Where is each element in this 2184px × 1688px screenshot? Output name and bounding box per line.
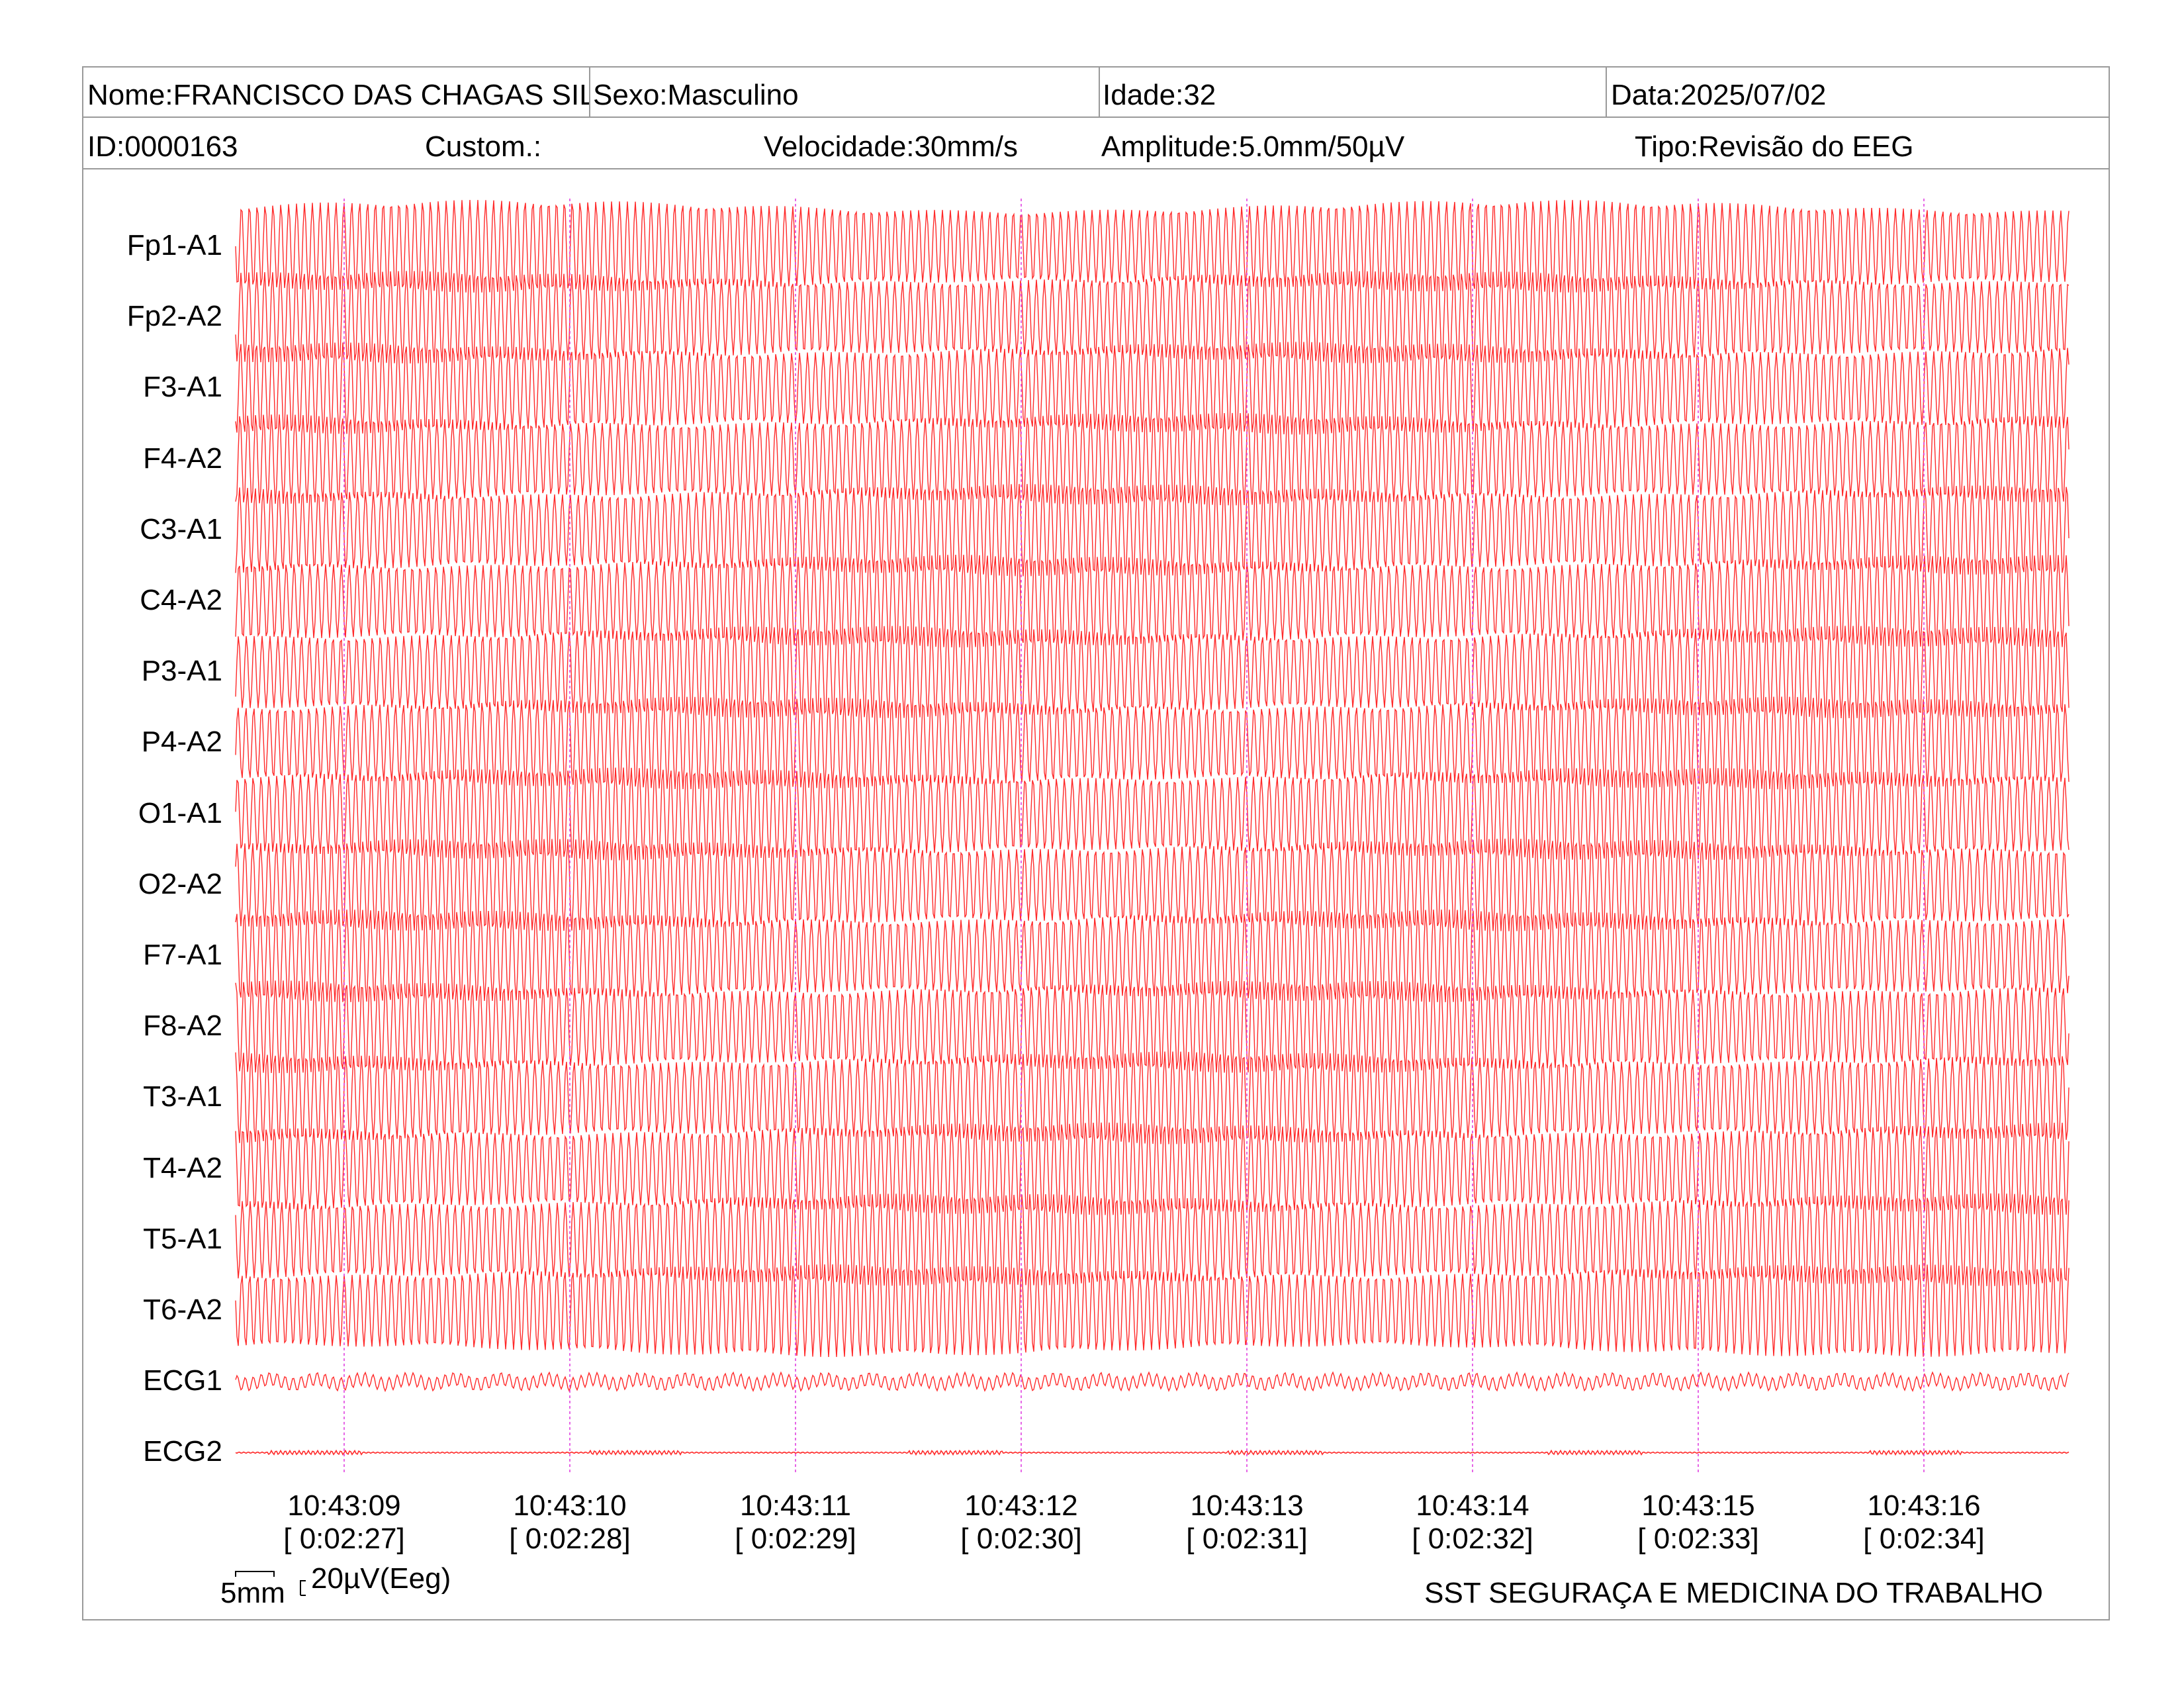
time-mark-clock: 10:43:16: [1867, 1489, 1981, 1522]
time-mark-elapsed: [ 0:02:32]: [1412, 1523, 1533, 1555]
trace-o2-a2: [235, 838, 2070, 931]
channel-label: Fp1-A1: [126, 229, 222, 261]
channel-label: ECG2: [143, 1435, 222, 1468]
time-mark: 10:43:12[ 0:02:30]: [942, 1489, 1101, 1556]
time-mark-clock: 10:43:11: [739, 1489, 851, 1522]
channel-label: Fp2-A2: [126, 300, 222, 333]
channel-label: T5-A1: [143, 1222, 222, 1255]
time-mark-elapsed: [ 0:02:31]: [1186, 1523, 1308, 1555]
custom-field: Custom.:: [425, 130, 542, 163]
time-mark-clock: 10:43:12: [964, 1489, 1078, 1522]
patient-sex: Sexo:Masculino: [589, 66, 1099, 117]
time-mark-elapsed: [ 0:02:28]: [509, 1523, 631, 1555]
recording-speed: Velocidade:30mm/s: [764, 130, 1018, 163]
channel-label: F7-A1: [143, 939, 222, 971]
time-mark-clock: 10:43:10: [513, 1489, 627, 1522]
clinic-footer: SST SEGURAÇA E MEDICINA DO TRABALHO: [1424, 1577, 2043, 1609]
time-mark-elapsed: [ 0:02:27]: [283, 1523, 405, 1555]
channel-label: C3-A1: [140, 512, 222, 545]
trace-f3-a1: [235, 342, 2070, 435]
time-mark-elapsed: [ 0:02:33]: [1637, 1523, 1759, 1555]
scale-bar-icon: [235, 1571, 306, 1596]
time-mark: 10:43:15[ 0:02:33]: [1619, 1489, 1778, 1556]
time-mark-elapsed: [ 0:02:34]: [1863, 1523, 1985, 1555]
trace-t5-a1: [235, 1193, 2070, 1286]
trace-t4-a2: [235, 1122, 2070, 1215]
channel-label: T6-A2: [143, 1293, 222, 1326]
trace-p4-a2: [235, 696, 2070, 790]
header-row-exam: ID:0000163 Custom.: Velocidade:30mm/s Am…: [82, 118, 2110, 169]
trace-ecg2: [235, 1449, 2070, 1456]
channel-label: F4-A2: [143, 442, 222, 475]
time-mark: 10:43:11[ 0:02:29]: [716, 1489, 875, 1556]
header-row-patient: Nome:FRANCISCO DAS CHAGAS SIL Sexo:Mascu…: [82, 66, 2110, 118]
time-mark-elapsed: [ 0:02:30]: [960, 1523, 1082, 1555]
time-mark: 10:43:13[ 0:02:31]: [1167, 1489, 1326, 1556]
channel-label: ECG1: [143, 1364, 222, 1397]
time-mark: 10:43:16[ 0:02:34]: [1844, 1489, 2003, 1556]
scale-time-label: 5mm: [220, 1577, 285, 1609]
channel-labels: Fp1-A1 Fp2-A2 F3-A1 F4-A2 C3-A1 C4-A2 P3-A1 P4-…: [99, 0, 222, 1688]
channel-label: O2-A2: [138, 867, 222, 900]
channel-label: O1-A1: [138, 796, 222, 829]
trace-f4-a2: [235, 412, 2070, 506]
trace-c3-a1: [235, 484, 2070, 577]
channel-label: T4-A2: [143, 1151, 222, 1184]
recording-amplitude: Amplitude:5.0mm/50µV: [1101, 130, 1405, 163]
trace-p3-a1: [235, 626, 2070, 719]
channel-label: C4-A2: [140, 584, 222, 616]
scale-amplitude-label: 20µV(Eeg): [311, 1562, 451, 1595]
time-mark: 10:43:09[ 0:02:27]: [265, 1489, 424, 1556]
channel-label: F8-A2: [143, 1009, 222, 1043]
exam-date: Data:2025/07/02: [1606, 66, 2109, 117]
time-mark-clock: 10:43:13: [1190, 1489, 1304, 1522]
time-mark: 10:43:10[ 0:02:28]: [490, 1489, 649, 1556]
trace-fp1-a1: [235, 200, 2070, 293]
time-mark-clock: 10:43:14: [1416, 1489, 1529, 1522]
patient-name: Nome:FRANCISCO DAS CHAGAS SIL: [87, 79, 589, 111]
trace-f8-a2: [235, 980, 2070, 1074]
trace-ecg1: [235, 1371, 2070, 1393]
time-mark-elapsed: [ 0:02:29]: [735, 1523, 856, 1555]
trace-o1-a1: [235, 767, 2070, 861]
time-mark-clock: 10:43:15: [1641, 1489, 1755, 1522]
report-frame: [82, 66, 2110, 1620]
trace-t6-a2: [235, 1264, 2070, 1358]
trace-c4-a2: [235, 554, 2070, 648]
time-mark-clock: 10:43:09: [287, 1489, 401, 1522]
trace-f7-a1: [235, 910, 2070, 1002]
channel-label: P4-A2: [141, 726, 222, 759]
trace-t3-a1: [235, 1051, 2070, 1145]
channel-label: P3-A1: [141, 655, 222, 688]
patient-age: Idade:32: [1099, 66, 1606, 117]
exam-type: Tipo:Revisão do EEG: [1635, 130, 1914, 163]
patient-id: ID:0000163: [87, 130, 238, 163]
trace-fp2-a2: [235, 271, 2070, 364]
channel-label: T3-A1: [143, 1080, 222, 1113]
time-mark: 10:43:14[ 0:02:32]: [1393, 1489, 1552, 1556]
channel-label: F3-A1: [143, 371, 222, 404]
